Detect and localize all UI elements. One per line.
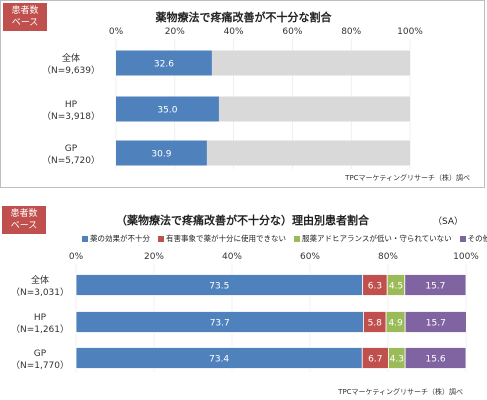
base-badge: 患者数 ベース: [2, 206, 46, 234]
legend-item: 服薬アドヒアランスが低い・守られていない: [294, 233, 452, 244]
category-label: HP: [34, 313, 47, 323]
legend-swatch: [158, 235, 164, 242]
legend-swatch: [459, 235, 466, 242]
source-note: TPCマーケティングリサーチ（株）調べ: [338, 388, 463, 396]
legend-label: 服薬アドヒアランスが低い・守られていない: [302, 234, 452, 243]
data-label: 4.3: [390, 355, 404, 365]
category-n-label: （N=1,770）: [11, 360, 69, 371]
legend-swatch: [82, 235, 88, 242]
data-label: 6.3: [368, 282, 382, 292]
category-n-label: （N=9,639）: [42, 65, 100, 76]
bar: [116, 50, 212, 76]
bar: [116, 96, 219, 122]
chart-legend: 薬の効果が不十分 有害事象で薬が十分に使用できない 服薬アドヒアランスが低い・守られ…: [82, 233, 487, 244]
badge-line-1: 患者数: [11, 6, 39, 16]
chart-2-plot: 0% 20% 40% 60% 80% 100% 全体（N=3,031） 73.5 6.3 4.5 1…: [11, 252, 479, 372]
chart-title: （薬物療法で疼痛改善が不十分な）理由別患者割合: [116, 214, 369, 227]
category-n-label: （N=5,720）: [42, 155, 100, 166]
data-label: 73.4: [209, 355, 229, 365]
x-tick-label: 100%: [453, 252, 479, 262]
category-label: 全体: [31, 274, 49, 286]
category-label: GP: [65, 144, 78, 154]
data-label: 4.9: [388, 319, 403, 329]
badge-line-2: ベース: [10, 221, 38, 231]
x-tick-label: 80%: [341, 27, 361, 37]
legend-label: 薬の効果が不十分: [90, 234, 150, 243]
category-label: 全体: [62, 52, 80, 64]
legend-label: 有害事象で薬が十分に使用できない: [166, 234, 286, 243]
chart-panel-2: 患者数 ベース （薬物療法で疼痛改善が不十分な）理由別患者割合 （SA） 薬の効…: [0, 204, 487, 400]
data-label: 5.8: [368, 319, 383, 329]
chart-title: 薬物療法で疼痛改善が不十分な割合: [155, 11, 332, 24]
legend-item: その他: [459, 233, 487, 244]
bar-segment: [404, 311, 467, 333]
data-label: 30.9: [151, 150, 171, 160]
category-label: HP: [65, 100, 78, 110]
x-tick-label: 40%: [224, 27, 244, 37]
legend-swatch: [294, 235, 300, 242]
x-tick-label: 20%: [165, 27, 185, 37]
base-badge: 患者数 ベース: [3, 3, 47, 31]
response-type-note: （SA）: [432, 217, 463, 227]
chart-panel-1: 患者数 ベース 薬物療法で疼痛改善が不十分な割合 0% 20% 40% 60% 80% 1…: [0, 0, 485, 188]
badge-line-1: 患者数: [10, 209, 38, 219]
x-tick-label: 100%: [397, 27, 423, 37]
data-label: 15.7: [425, 282, 445, 292]
category-label: GP: [34, 349, 47, 359]
data-label: 15.7: [426, 319, 446, 329]
data-label: 32.6: [154, 60, 174, 70]
x-tick-label: 80%: [378, 252, 398, 262]
x-tick-label: 60%: [300, 252, 320, 262]
legend-item: 薬の効果が不十分: [82, 233, 150, 244]
category-n-label: （N=3,918）: [42, 111, 100, 122]
bar: [116, 140, 207, 166]
legend-item: 有害事象で薬が十分に使用できない: [158, 233, 286, 244]
bar-segment: [404, 274, 467, 296]
data-label: 15.6: [426, 355, 446, 365]
badge-line-2: ベース: [11, 18, 39, 28]
x-tick-label: 20%: [144, 252, 164, 262]
data-label: 6.7: [368, 355, 382, 365]
data-label: 73.7: [210, 319, 230, 329]
source-note: TPCマーケティングリサーチ（株）調べ: [345, 174, 470, 182]
category-n-label: （N=1,261）: [11, 324, 69, 335]
category-n-label: （N=3,031）: [11, 287, 69, 298]
x-tick-label: 0%: [69, 252, 84, 262]
x-tick-label: 0%: [109, 27, 124, 37]
bar-segment: [404, 347, 467, 369]
chart-1-plot: 0% 20% 40% 60% 80% 100% 全体（N=9,639） 32.6 HP（N=3,…: [42, 27, 423, 169]
legend-label: その他: [467, 234, 487, 243]
x-tick-label: 40%: [222, 252, 242, 262]
data-label: 35.0: [157, 106, 177, 116]
data-label: 4.5: [389, 282, 403, 292]
data-label: 73.5: [209, 282, 229, 292]
x-tick-label: 60%: [282, 27, 302, 37]
